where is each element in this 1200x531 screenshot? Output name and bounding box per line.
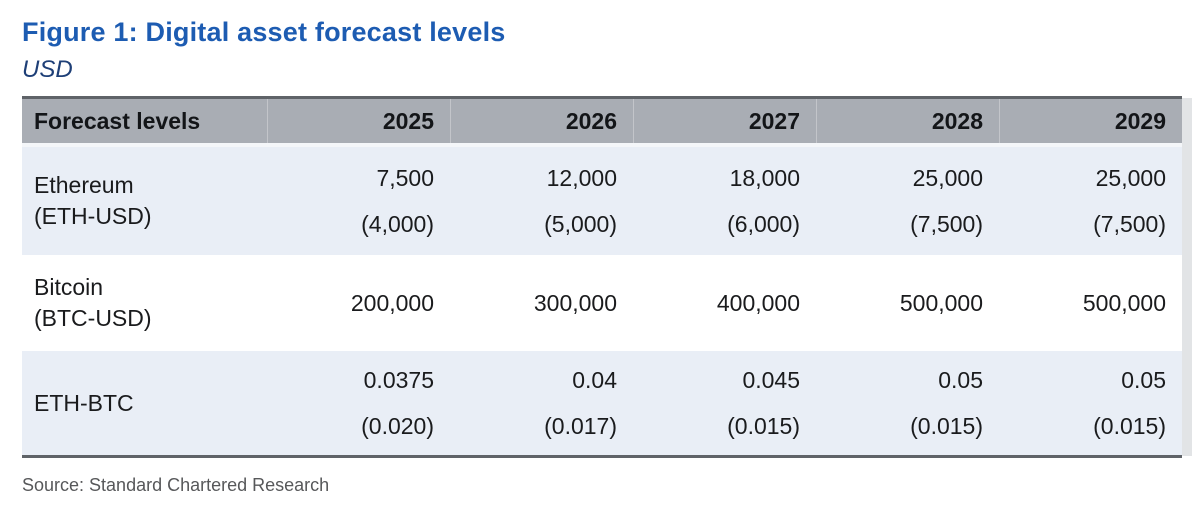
asset-name: Bitcoin — [34, 274, 104, 300]
forecast-value: 7,500 — [376, 164, 434, 191]
forecast-value: 0.045 — [742, 366, 800, 393]
forecast-value: 200,000 — [350, 289, 434, 316]
cell-ethbtc-2028: 0.05 (0.015) — [816, 351, 999, 455]
table-row-eth-btc: ETH-BTC 0.0375 (0.020) 0.04 (0.017) 0.04… — [22, 351, 1182, 455]
forecast-secondary-value: (0.020) — [361, 412, 434, 439]
cell-eth-2025: 7,500 (4,000) — [267, 147, 450, 255]
cell-btc-2028: 500,000 — [816, 255, 999, 351]
asset-name: Ethereum — [34, 172, 134, 198]
forecast-value: 18,000 — [729, 164, 800, 191]
asset-name: ETH-BTC — [34, 389, 134, 416]
figure-container: Figure 1: Digital asset forecast levels … — [22, 17, 1182, 495]
forecast-value: 12,000 — [546, 164, 617, 191]
cell-ethbtc-2029: 0.05 (0.015) — [999, 351, 1182, 455]
asset-ticker: (ETH-USD) — [34, 203, 152, 229]
forecast-secondary-value: (0.015) — [1093, 412, 1166, 439]
table-row-bitcoin: Bitcoin (BTC-USD) 200,000 300,000 400,00… — [22, 255, 1182, 351]
cell-btc-2025: 200,000 — [267, 255, 450, 351]
forecast-value: 0.05 — [938, 366, 983, 393]
forecast-value: 500,000 — [1082, 289, 1166, 316]
cell-eth-2026: 12,000 (5,000) — [450, 147, 633, 255]
forecast-value: 0.05 — [1121, 366, 1166, 393]
header-2025: 2025 — [267, 99, 450, 143]
figure-title: Figure 1: Digital asset forecast levels — [22, 17, 506, 47]
forecast-secondary-value: (0.017) — [544, 412, 617, 439]
cell-ethbtc-2025: 0.0375 (0.020) — [267, 351, 450, 455]
forecast-value: 25,000 — [912, 164, 983, 191]
header-2027: 2027 — [633, 99, 816, 143]
forecast-secondary-value: (5,000) — [544, 210, 617, 237]
row-label-ethereum: Ethereum (ETH-USD) — [22, 147, 267, 255]
header-2029: 2029 — [999, 99, 1182, 143]
forecast-secondary-value: (0.015) — [910, 412, 983, 439]
forecast-table: Forecast levels 2025 2026 2027 2028 2029… — [22, 96, 1182, 458]
cell-ethbtc-2026: 0.04 (0.017) — [450, 351, 633, 455]
forecast-value: 500,000 — [899, 289, 983, 316]
source-note: Source: Standard Chartered Research — [22, 475, 330, 495]
forecast-value: 400,000 — [716, 289, 800, 316]
header-2026: 2026 — [450, 99, 633, 143]
cell-btc-2029: 500,000 — [999, 255, 1182, 351]
forecast-secondary-value: (6,000) — [727, 210, 800, 237]
figure-subtitle: USD — [22, 56, 73, 83]
forecast-value: 0.0375 — [363, 366, 434, 393]
forecast-secondary-value: (7,500) — [910, 210, 983, 237]
cell-btc-2026: 300,000 — [450, 255, 633, 351]
row-label-eth-btc: ETH-BTC — [22, 351, 267, 455]
cell-eth-2027: 18,000 (6,000) — [633, 147, 816, 255]
forecast-secondary-value: (0.015) — [727, 412, 800, 439]
forecast-secondary-value: (4,000) — [361, 210, 434, 237]
cell-eth-2028: 25,000 (7,500) — [816, 147, 999, 255]
forecast-secondary-value: (7,500) — [1093, 210, 1166, 237]
header-2028: 2028 — [816, 99, 999, 143]
table-header-row: Forecast levels 2025 2026 2027 2028 2029 — [22, 99, 1182, 147]
header-forecast-levels: Forecast levels — [34, 107, 201, 134]
cell-btc-2027: 400,000 — [633, 255, 816, 351]
asset-ticker: (BTC-USD) — [34, 305, 152, 331]
table-row-ethereum: Ethereum (ETH-USD) 7,500 (4,000) 12,000 … — [22, 147, 1182, 255]
forecast-value: 300,000 — [533, 289, 617, 316]
cell-ethbtc-2027: 0.045 (0.015) — [633, 351, 816, 455]
cell-eth-2029: 25,000 (7,500) — [999, 147, 1182, 255]
forecast-value: 0.04 — [572, 366, 617, 393]
forecast-value: 25,000 — [1095, 164, 1166, 191]
row-label-bitcoin: Bitcoin (BTC-USD) — [22, 255, 267, 351]
